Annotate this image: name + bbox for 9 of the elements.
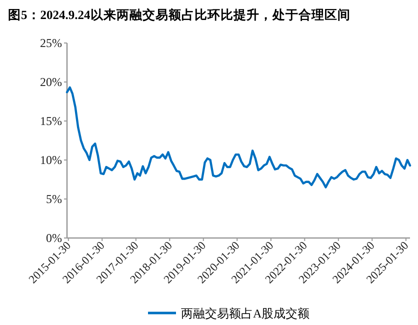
y-tick-label: 5% — [46, 192, 62, 206]
chart-title: 图5：2024.9.24以来两融交易额占比环比提升，处于合理区间 — [8, 7, 350, 22]
y-tick-label: 20% — [40, 75, 62, 89]
y-tick-label: 10% — [40, 153, 62, 167]
y-tick-label: 25% — [40, 36, 62, 50]
y-tick-label: 0% — [46, 231, 62, 245]
legend-label: 两融交易额占A股成交额 — [181, 306, 310, 320]
y-tick-label: 15% — [40, 114, 62, 128]
line-series — [66, 86, 412, 188]
